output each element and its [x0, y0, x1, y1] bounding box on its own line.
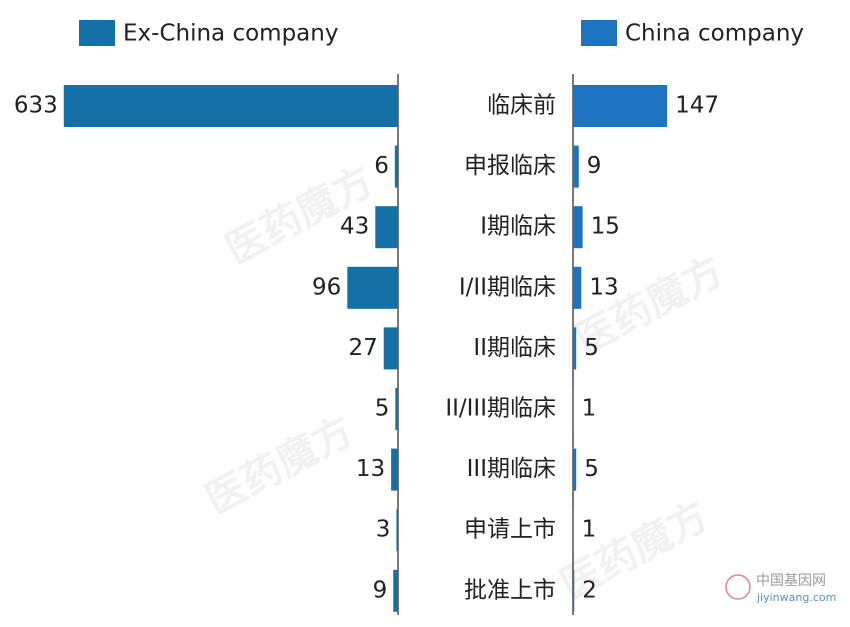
bar — [375, 206, 398, 249]
bar — [573, 448, 577, 491]
bar — [573, 85, 668, 127]
bar — [573, 145, 579, 188]
value-label: 1 — [582, 517, 597, 543]
site-url: jiyinwang.com — [756, 591, 836, 604]
legend-swatch — [79, 20, 115, 46]
category-label: 批准上市 — [464, 577, 556, 603]
value-label: 3 — [376, 517, 391, 543]
value-label: 5 — [584, 456, 599, 482]
category-label: II/III期临床 — [445, 396, 556, 422]
bar — [573, 327, 577, 370]
value-label: 147 — [675, 93, 719, 119]
bar — [396, 509, 398, 552]
bar — [573, 388, 574, 430]
bar — [395, 388, 398, 430]
value-label: 2 — [582, 577, 597, 603]
value-label: 9 — [587, 153, 602, 179]
value-label: 15 — [591, 214, 620, 240]
category-label: I/II期临床 — [459, 274, 556, 300]
watermark: 医药魔方 — [198, 408, 361, 524]
category-label: 申报临床 — [464, 153, 556, 179]
bar — [573, 509, 574, 552]
bar — [391, 448, 398, 491]
value-label: 1 — [582, 396, 597, 422]
watermark: 医药魔方 — [553, 493, 716, 609]
value-label: 96 — [312, 274, 341, 300]
bar — [394, 145, 398, 188]
bar — [393, 569, 398, 612]
legend-label: China company — [625, 21, 804, 47]
category-label: 临床前 — [487, 93, 556, 119]
legend-swatch — [581, 20, 617, 46]
bar — [347, 266, 398, 309]
legend-label: Ex-China company — [123, 21, 338, 47]
value-label: 5 — [375, 396, 390, 422]
bar — [573, 266, 582, 309]
value-label: 27 — [348, 335, 377, 361]
site-logo — [725, 574, 751, 600]
category-label: 申请上市 — [464, 517, 556, 543]
bar — [573, 569, 575, 612]
category-label: II期临床 — [473, 335, 556, 361]
value-label: 6 — [374, 153, 389, 179]
category-label: I期临床 — [480, 214, 556, 240]
value-label: 43 — [340, 214, 369, 240]
value-label: 13 — [356, 456, 385, 482]
value-label: 13 — [589, 274, 618, 300]
value-label: 5 — [584, 335, 599, 361]
bar — [383, 327, 398, 370]
bar — [573, 206, 583, 249]
category-label: III期临床 — [467, 456, 556, 482]
site-name: 中国基因网 — [756, 572, 826, 589]
bar — [63, 85, 398, 127]
value-label: 633 — [14, 93, 58, 119]
value-label: 9 — [373, 577, 388, 603]
